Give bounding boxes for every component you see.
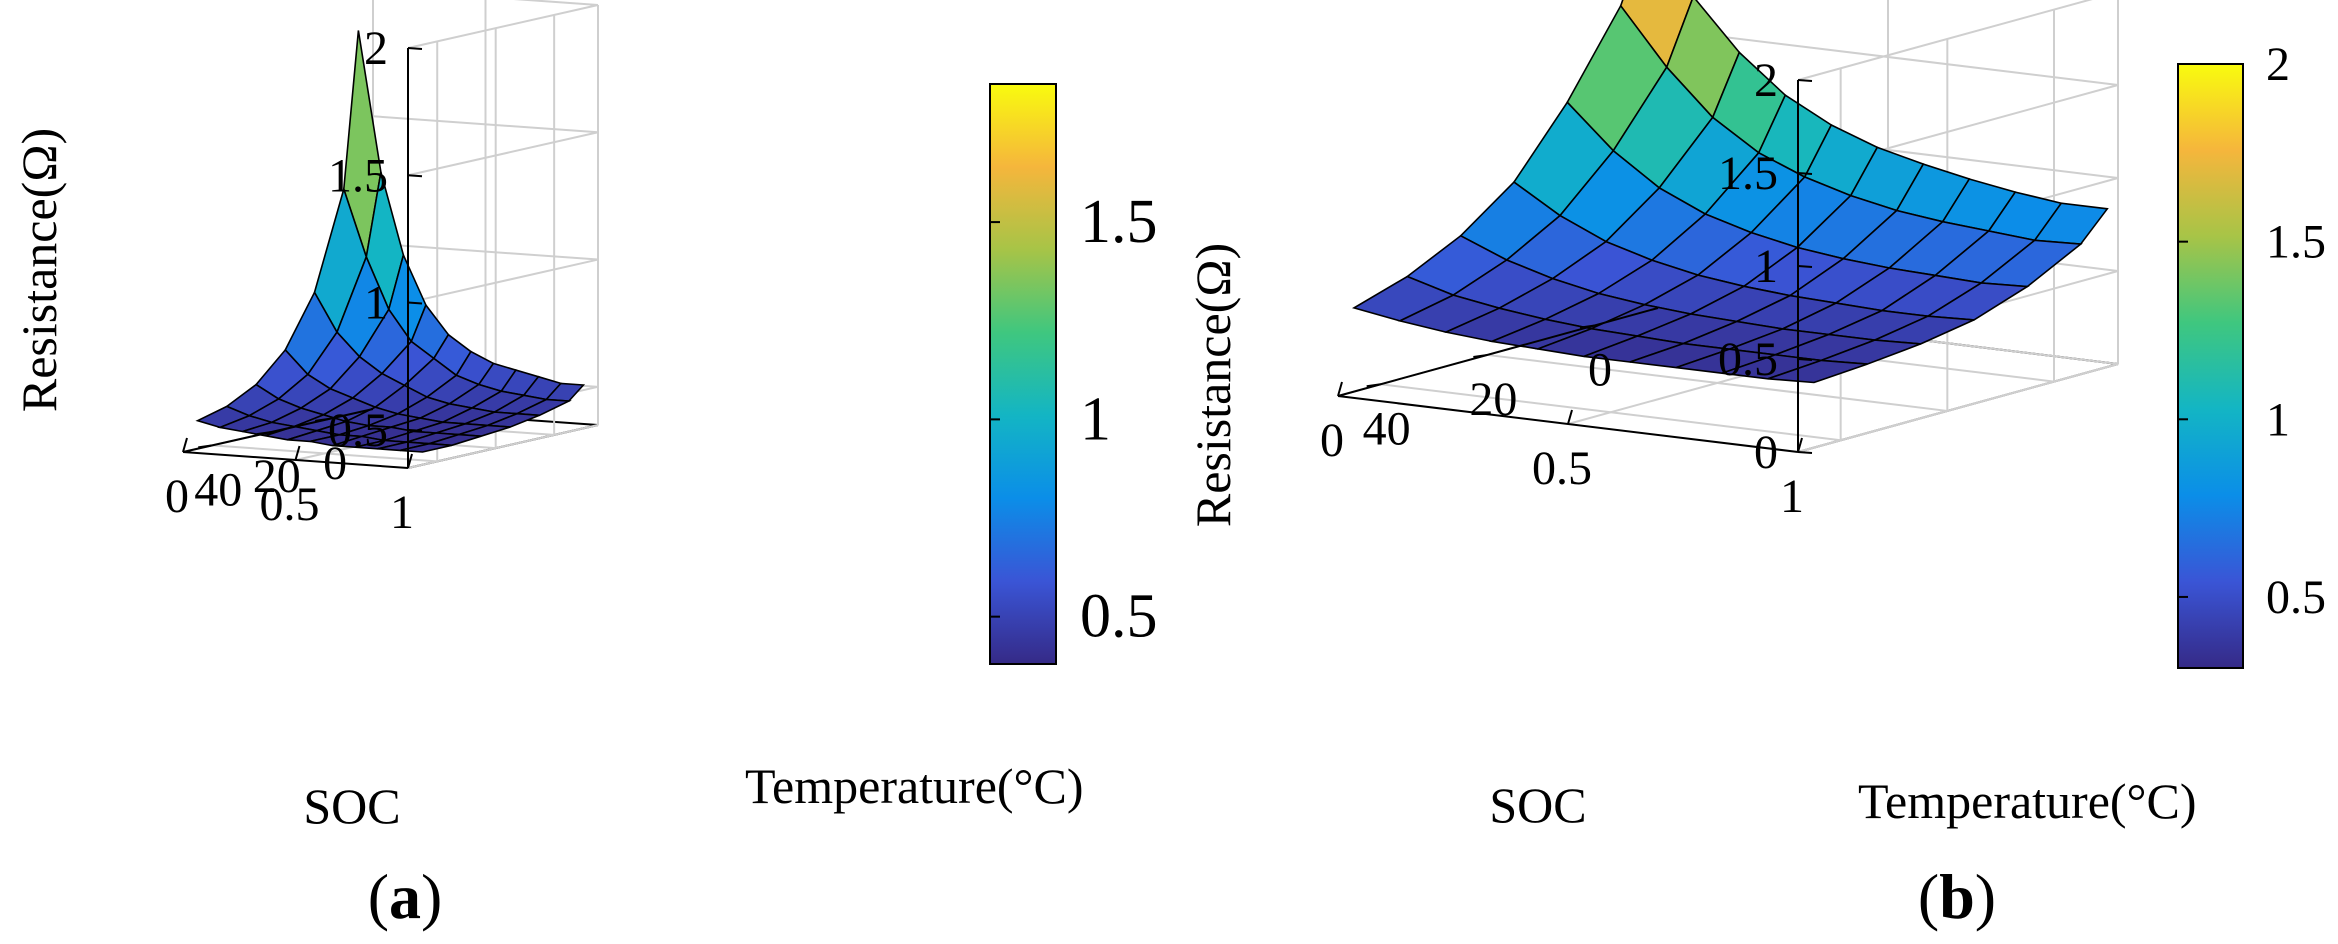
z-tick-label: 1.5 — [328, 149, 388, 202]
temperature-tick-mark — [198, 444, 213, 449]
z-tick-mark — [407, 301, 423, 305]
soc-tick-mark — [1337, 381, 1343, 397]
temperature-tick-label: 0 — [1588, 344, 1612, 397]
colorbar-tick-label: 2 — [2266, 38, 2290, 91]
ylabel-b: Temperature(°C) — [1858, 773, 2197, 829]
soc-tick-label: 1 — [1780, 470, 1804, 523]
soc-tick-label: 1 — [390, 486, 414, 539]
temperature-tick-label: 20 — [253, 450, 301, 503]
gridline — [407, 131, 599, 177]
soc-tick-label: 0.5 — [260, 478, 320, 531]
z-tick-label: 0 — [1754, 426, 1778, 479]
z-tick-label: 1 — [364, 277, 388, 330]
z-tick-mark — [407, 47, 423, 50]
colorbar-tick-label: 1 — [1080, 385, 1111, 453]
colorbar-tick-label: 1.5 — [1080, 188, 1158, 256]
soc-tick-mark — [182, 437, 188, 453]
temperature-tick-mark — [256, 431, 271, 436]
panel-b: 0 0.5 1 1.5 2 1 0.5 0 40 20 0 Resistance(Ω) SOC Te… — [1185, 0, 2326, 932]
temperature-tick-mark — [1473, 353, 1488, 358]
gridline — [407, 424, 599, 469]
colorbar-tick-label: 0.5 — [2266, 571, 2326, 624]
z-tick-label: 2 — [364, 22, 388, 75]
gridline — [407, 258, 599, 304]
z-tick-label: 0.5 — [328, 404, 388, 457]
colorbar-tick-label: 1.5 — [2266, 216, 2326, 269]
colorbar-tick-label: 0.5 — [1080, 583, 1158, 651]
panel-label-a: (a) — [368, 861, 443, 932]
temperature-tick-mark — [315, 417, 330, 422]
colorbar-tick-label: 1 — [2266, 393, 2290, 446]
temperature-tick-mark — [1579, 324, 1595, 329]
soc-tick-mark — [1797, 437, 1803, 453]
z-tick-mark — [1797, 358, 1813, 361]
z-tick-label: 0.5 — [1718, 333, 1778, 386]
soc-tick-label: 0.5 — [1532, 442, 1592, 495]
xlabel-a: SOC — [303, 778, 400, 834]
gridline — [407, 4, 599, 49]
gridline — [1797, 363, 2119, 453]
temperature-tick-label: 40 — [194, 463, 242, 516]
surface-patch — [1767, 359, 1868, 384]
temperature-axis — [182, 408, 374, 453]
ylabel-a: Temperature(°C) — [745, 758, 1084, 814]
zlabel-b: Resistance(Ω) — [1185, 243, 1241, 527]
soc-tick-mark — [1567, 409, 1573, 425]
z-tick-mark — [1797, 79, 1813, 82]
soc-tick-label: 0 — [165, 470, 189, 523]
gridline — [1380, 383, 1841, 442]
temperature-tick-label: 20 — [1469, 373, 1517, 426]
zlabel-a: Resistance(Ω) — [11, 128, 67, 412]
soc-tick-mark — [407, 453, 413, 469]
gridline — [1487, 353, 1948, 412]
z-tick-mark — [407, 428, 423, 432]
z-tick-label: 1.5 — [1718, 147, 1778, 200]
soc-tick-mark — [294, 445, 301, 461]
z-tick-label: 1 — [1754, 240, 1778, 293]
z-tick-mark — [407, 174, 423, 178]
gridline — [1797, 0, 2093, 81]
surface-a — [195, 30, 586, 453]
temperature-axis — [1337, 307, 1659, 397]
surface-b — [1351, 0, 2109, 384]
panel-label-b: (b) — [1918, 861, 1996, 932]
soc-tick-label: 0 — [1320, 414, 1344, 467]
gridline — [212, 444, 438, 463]
colorbar-a: 0.5 1 1.5 — [989, 83, 1158, 665]
temperature-tick-mark — [1366, 383, 1381, 388]
z-tick-mark — [1797, 265, 1813, 268]
temperature-tick-label: 40 — [1363, 402, 1411, 455]
z-tick-label: 2 — [1754, 54, 1778, 107]
z-tick-mark — [1797, 172, 1813, 175]
colorbar-b: 0.5 1 1.5 2 — [2177, 38, 2326, 669]
xlabel-b: SOC — [1489, 777, 1586, 833]
temperature-tick-label: 0 — [323, 437, 347, 490]
z-tick-mark — [1797, 451, 1813, 454]
gridline — [513, 0, 599, 6]
